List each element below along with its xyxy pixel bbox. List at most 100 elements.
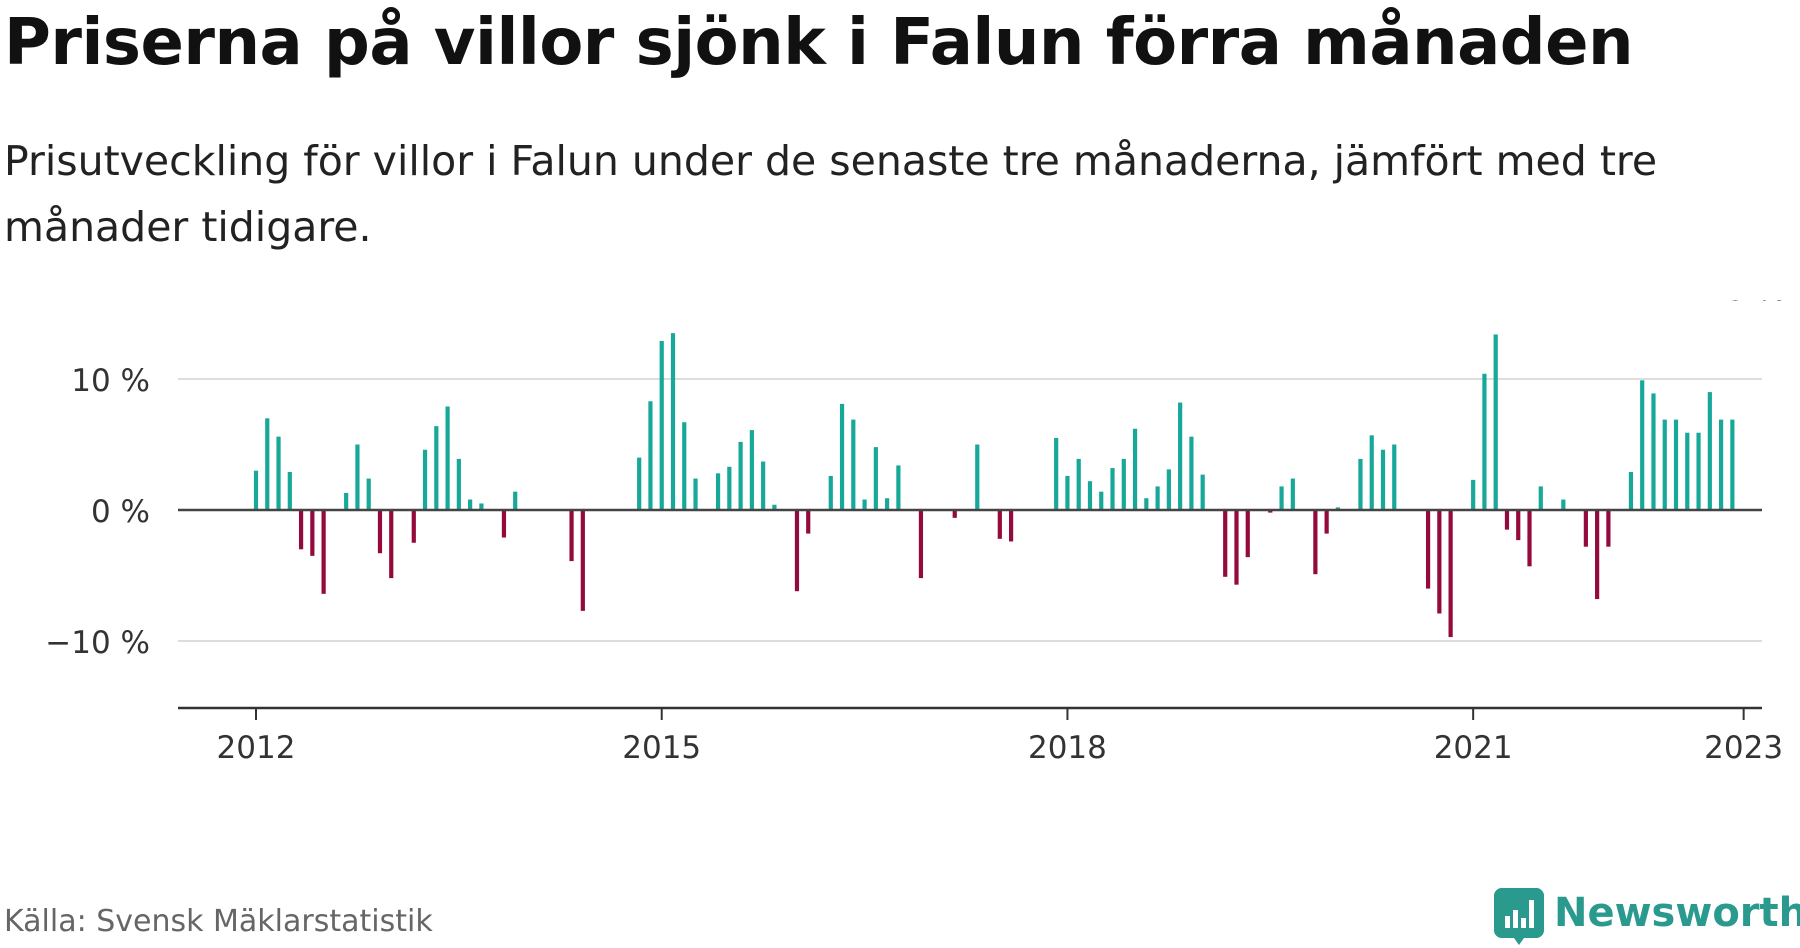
bar	[1335, 507, 1341, 510]
bar	[1290, 478, 1295, 510]
bar	[1504, 510, 1510, 530]
bar	[1651, 393, 1656, 510]
bar	[738, 441, 743, 510]
bar	[468, 499, 473, 510]
bar	[997, 510, 1002, 539]
bar	[1065, 475, 1070, 510]
bar	[580, 510, 585, 611]
bar	[1279, 486, 1284, 510]
bar	[344, 492, 349, 510]
bar	[310, 510, 315, 556]
bar	[1662, 419, 1667, 510]
bar	[749, 430, 754, 510]
bar	[445, 406, 450, 510]
bar	[1358, 458, 1363, 510]
bar	[1313, 510, 1318, 575]
bar	[1696, 432, 1701, 510]
bar	[411, 510, 416, 543]
bar	[1595, 510, 1600, 600]
bar	[298, 510, 304, 550]
bar	[389, 510, 394, 579]
bar	[806, 510, 811, 534]
bar	[1155, 486, 1160, 510]
x-tick-label: 2018	[1028, 730, 1107, 760]
bar	[422, 449, 428, 510]
bar	[1437, 510, 1442, 614]
bar	[1392, 444, 1397, 510]
bar	[287, 472, 292, 510]
bar	[637, 457, 642, 510]
bar-chart: 10 % 0 % −10 % 2012 2015 2018 2021 2023 −9 %	[45, 300, 1789, 760]
x-tick-label: 2015	[622, 730, 701, 760]
bar	[896, 465, 901, 510]
bar	[569, 510, 574, 562]
bar	[1076, 458, 1081, 510]
bar	[1583, 510, 1588, 547]
bar	[975, 444, 980, 510]
bar	[434, 426, 439, 510]
bar	[772, 504, 777, 510]
bar	[1245, 510, 1250, 558]
bar	[727, 466, 732, 510]
brand-name: Newsworthy	[1554, 890, 1800, 936]
bar	[1189, 436, 1194, 510]
bar	[715, 473, 721, 510]
newsworthy-logo: Newsworthy	[1494, 888, 1800, 945]
bar-chart-icon	[1494, 888, 1544, 945]
annotation-label: −9 %	[1701, 300, 1786, 308]
bar	[1561, 499, 1566, 510]
bar	[1008, 510, 1014, 542]
bar	[377, 510, 383, 554]
bar	[1685, 432, 1690, 510]
bar	[1493, 334, 1498, 510]
bar	[1719, 419, 1724, 510]
bar	[659, 341, 664, 510]
bar	[1054, 437, 1059, 510]
bar	[501, 510, 507, 538]
x-tick-label: 2023	[1704, 730, 1783, 760]
bar	[1640, 380, 1645, 510]
bar	[1110, 468, 1115, 510]
x-tick-label: 2021	[1434, 730, 1513, 760]
bar	[1707, 392, 1712, 510]
bar	[670, 333, 676, 510]
bar	[1628, 472, 1634, 510]
bar	[1673, 419, 1679, 510]
bar	[355, 444, 360, 510]
bar	[1324, 510, 1329, 534]
bar	[648, 401, 653, 510]
bar	[366, 478, 371, 510]
source-note: Källa: Svensk Mäklarstatistik	[4, 904, 433, 939]
bar	[1448, 510, 1453, 638]
chart-subtitle: Prisutveckling för villor i Falun under …	[4, 137, 1658, 251]
bar	[1268, 510, 1273, 513]
bar	[253, 470, 259, 510]
bar	[1087, 481, 1093, 510]
x-tick-label: 2012	[217, 730, 296, 760]
bar	[885, 498, 890, 510]
bar	[873, 447, 878, 510]
bar	[1234, 510, 1239, 585]
bar	[1369, 435, 1374, 510]
chart-title: Priserna på villor sjönk i Falun förra m…	[4, 6, 1634, 80]
bar	[265, 418, 270, 510]
bar	[1527, 510, 1532, 567]
bar	[761, 461, 766, 510]
bar	[1144, 498, 1149, 510]
bar	[682, 422, 687, 510]
bar	[1606, 510, 1611, 547]
bar	[1538, 486, 1543, 510]
bar	[1200, 474, 1205, 510]
bar	[851, 419, 856, 510]
bar	[321, 510, 326, 594]
bar	[276, 436, 281, 510]
bar	[513, 491, 518, 510]
bar	[952, 510, 957, 518]
bar	[839, 403, 845, 510]
bar	[1425, 510, 1431, 589]
bar	[1132, 428, 1138, 510]
y-tick-label: 0 %	[91, 494, 150, 530]
bar	[1223, 510, 1228, 577]
y-tick-label: −10 %	[45, 625, 150, 661]
bar	[1516, 510, 1521, 541]
